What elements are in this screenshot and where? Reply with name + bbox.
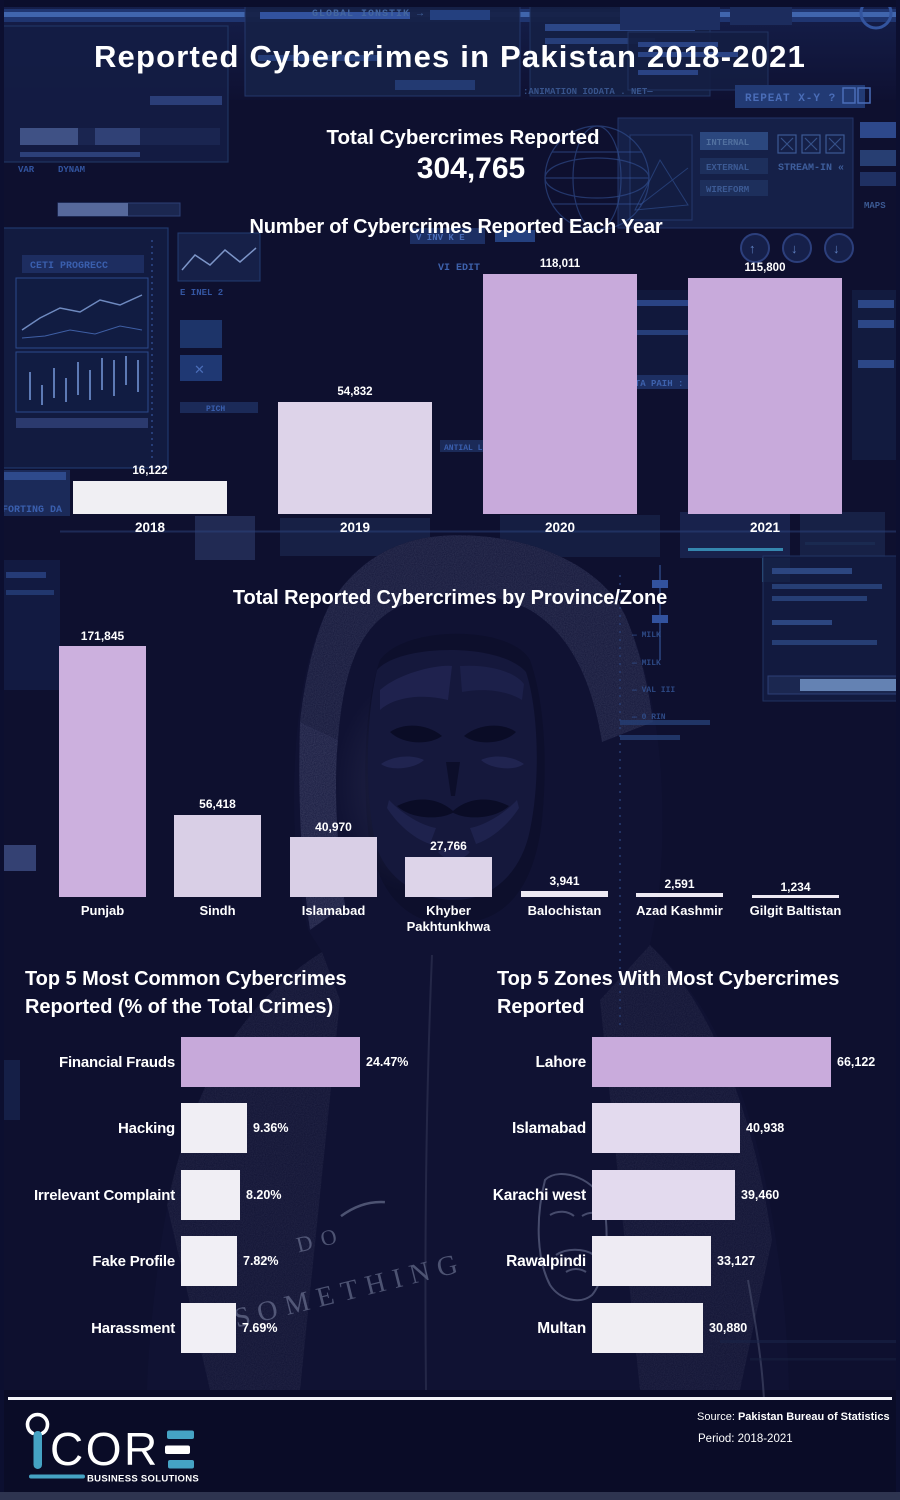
svg-text:DATA PAIH :: DATA PAIH : — [624, 379, 683, 389]
svg-text:VAR: VAR — [18, 165, 35, 175]
svg-text:V INV K E: V INV K E — [416, 233, 465, 243]
svg-text:↑: ↑ — [749, 241, 756, 256]
svg-text:E INEL 2: E INEL 2 — [180, 288, 223, 298]
svg-text:— MILK: — MILK — [631, 631, 661, 640]
svg-text::ANIMATION IODATA . NET—: :ANIMATION IODATA . NET— — [523, 87, 653, 97]
svg-text:MAPS: MAPS — [864, 201, 886, 211]
svg-text:↓: ↓ — [791, 241, 798, 256]
svg-text:— 0 RIN: — 0 RIN — [631, 713, 666, 722]
svg-text:INTERNAL: INTERNAL — [706, 138, 749, 148]
svg-text:BUSINESS SOLUTIONS: BUSINESS SOLUTIONS — [87, 1474, 199, 1485]
svg-text:— MILK: — MILK — [631, 659, 661, 668]
svg-text:GLOBAL IONSTIK →: GLOBAL IONSTIK → — [312, 9, 424, 20]
svg-text:PICH: PICH — [206, 405, 225, 414]
svg-text:FORTING DA: FORTING DA — [2, 505, 62, 516]
svg-text:✕: ✕ — [194, 362, 205, 377]
svg-text:— VAL III: — VAL III — [631, 686, 675, 695]
svg-text:COR: COR — [50, 1423, 160, 1475]
svg-text:VI EDIT: VI EDIT — [438, 263, 480, 274]
svg-text:REPEAT X-Y ?: REPEAT X-Y ? — [745, 93, 836, 105]
svg-text:↓: ↓ — [833, 241, 840, 256]
svg-text:EXTERNAL: EXTERNAL — [706, 163, 749, 173]
svg-text:DYNAM: DYNAM — [58, 165, 85, 175]
svg-text:ANTIAL L: ANTIAL L — [444, 444, 483, 453]
svg-text:STREAM-IN «: STREAM-IN « — [778, 163, 844, 174]
svg-text:CETI PROGRECC: CETI PROGRECC — [30, 261, 108, 272]
svg-text:WIREFORM: WIREFORM — [706, 185, 749, 195]
